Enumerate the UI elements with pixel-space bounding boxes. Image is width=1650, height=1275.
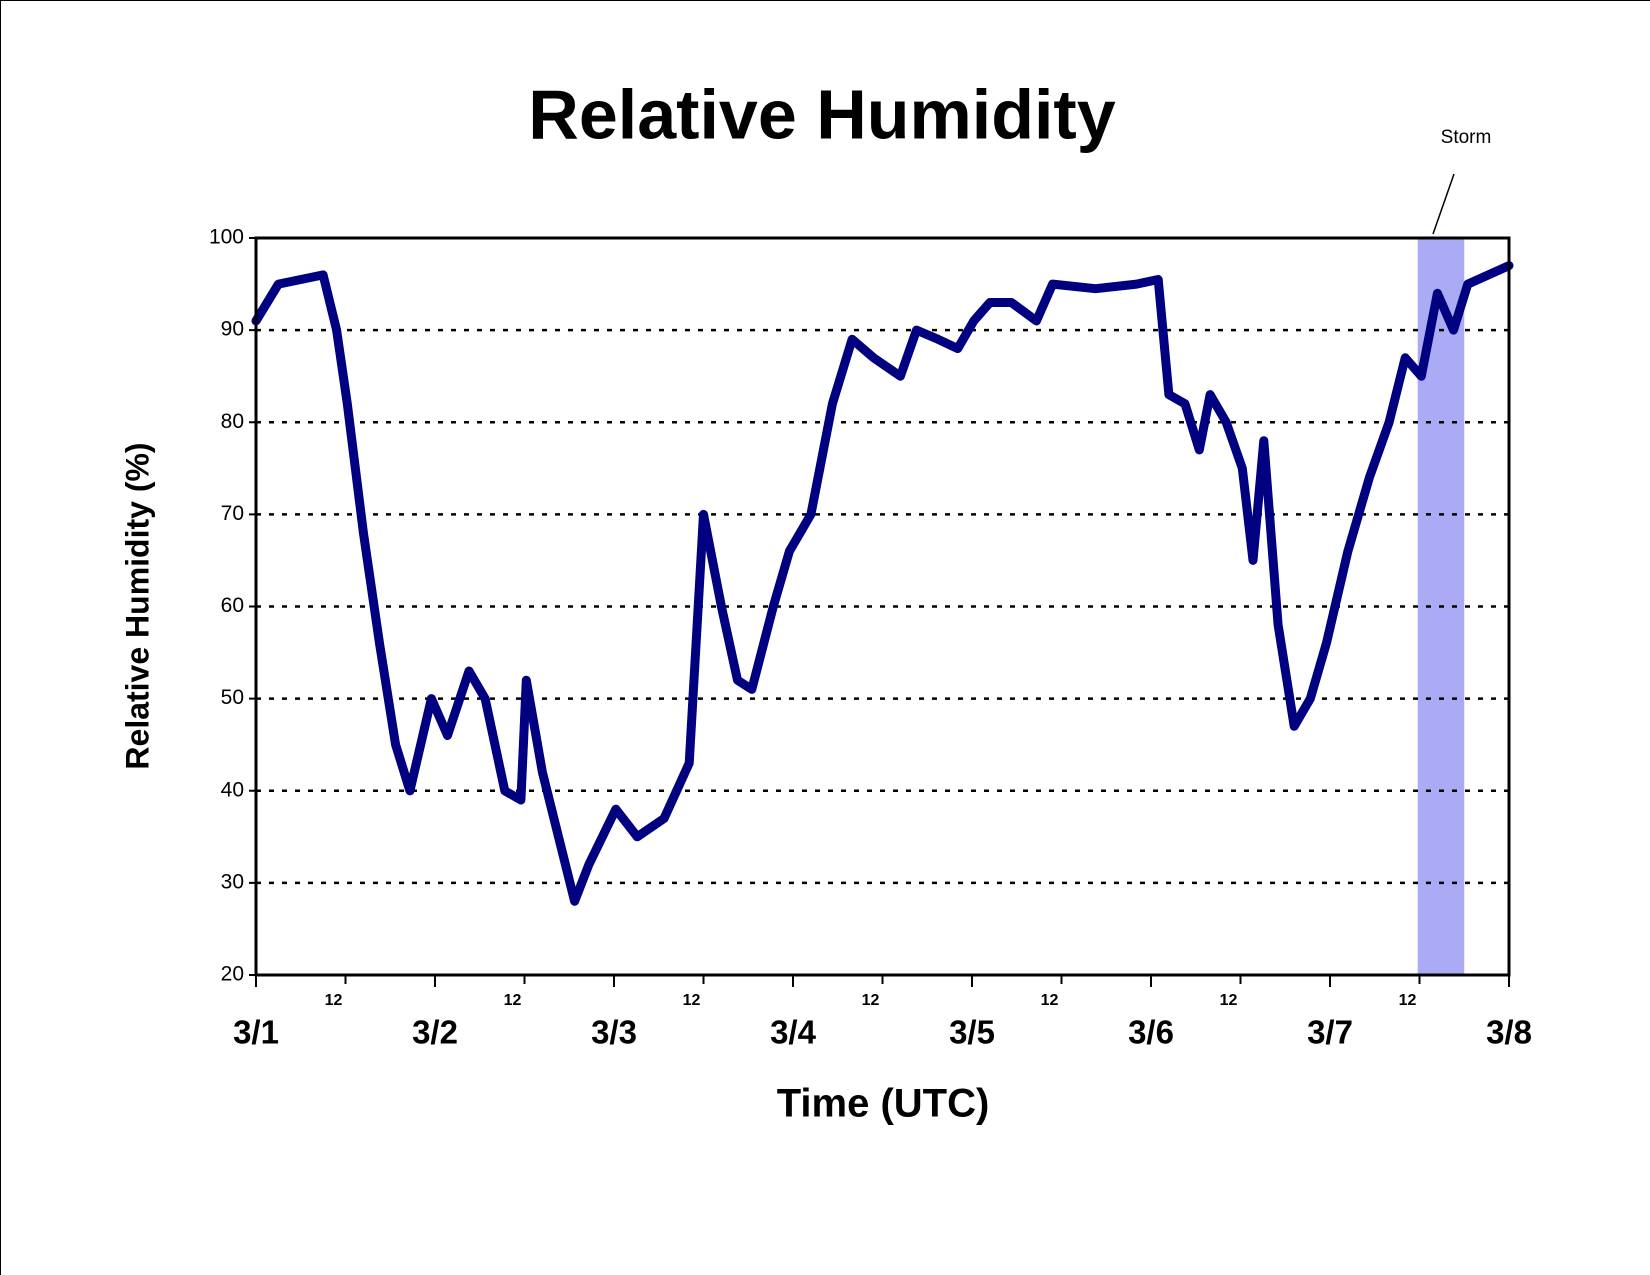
x-tick-label: 12 (504, 992, 522, 1009)
y-tick-label: 100 (209, 226, 244, 249)
x-tick-label: 3/6 (1128, 1014, 1174, 1051)
x-tick-label: 3/7 (1307, 1014, 1353, 1051)
y-tick-label: 80 (221, 410, 244, 433)
y-tick-label: 60 (221, 594, 244, 617)
humidity-line (251, 261, 1514, 906)
x-tick-label: 3/1 (233, 1014, 279, 1051)
y-tick-label: 70 (221, 502, 244, 525)
y-tick-label: 50 (221, 686, 244, 709)
x-tick-label: 3/3 (591, 1014, 637, 1051)
x-tick-label: 12 (1220, 992, 1238, 1009)
x-tick-label: 12 (862, 992, 880, 1009)
annotation-leader (1432, 173, 1455, 235)
x-tick-label: 12 (683, 992, 701, 1009)
x-tick-label: 12 (1399, 992, 1417, 1009)
x-tick-label: 3/4 (770, 1014, 817, 1051)
y-tick-label: 40 (221, 778, 244, 801)
x-tick-label: 3/5 (949, 1014, 995, 1051)
plot-frame (254, 236, 1511, 977)
y-tick-label: 90 (221, 318, 244, 341)
x-tick-label: 12 (325, 992, 343, 1009)
y-axis-title: Relative Humidity (%) (119, 442, 155, 769)
chart-title: Relative Humidity (528, 75, 1115, 153)
y-tick-label: 30 (221, 870, 244, 893)
y-tick-label: 20 (221, 963, 244, 986)
x-tick-label: 3/2 (412, 1014, 458, 1051)
x-tick-label: 3/8 (1486, 1014, 1532, 1051)
annotation: Storm (1441, 127, 1492, 148)
x-axis-title: Time (UTC) (777, 1082, 990, 1126)
x-tick-label: 12 (1041, 992, 1059, 1009)
